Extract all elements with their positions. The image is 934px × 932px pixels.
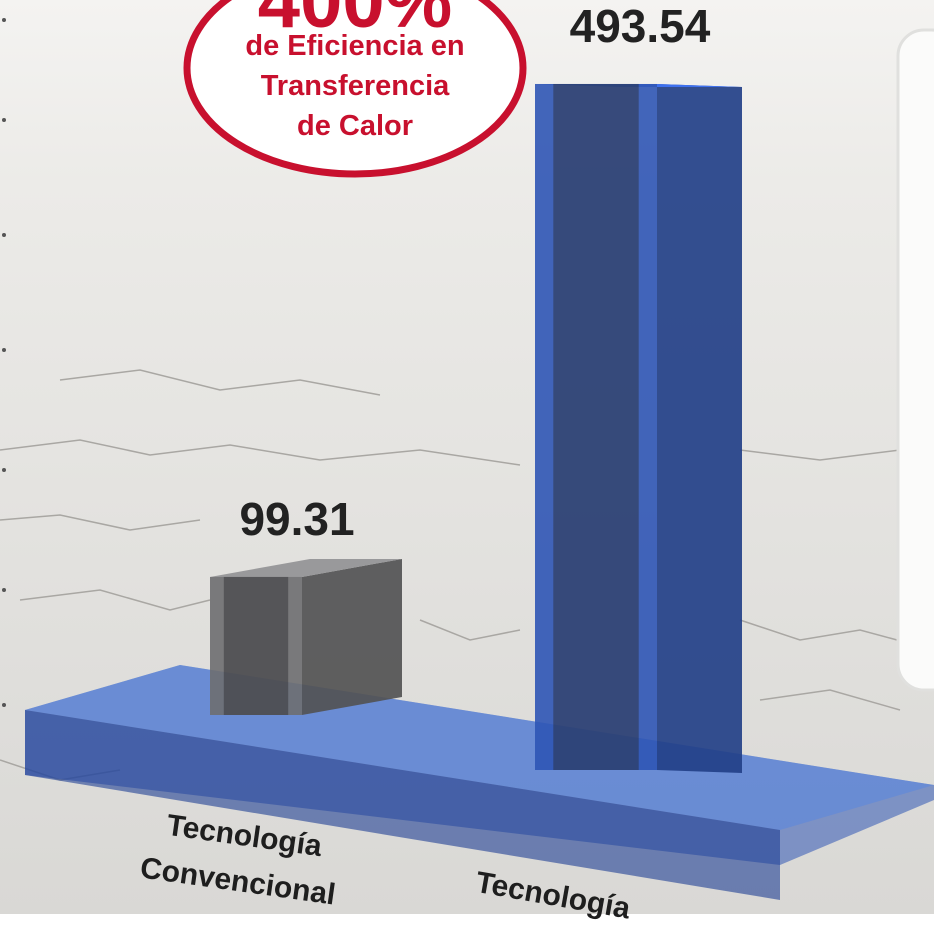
page: 99.31493.54 400% de Eficiencia en Transf… (0, 0, 934, 914)
value-label: 493.54 (570, 0, 711, 52)
bar (535, 84, 742, 773)
bar-shine (553, 84, 638, 770)
badge-text: de Eficiencia en Transferencia de Calor (215, 26, 495, 146)
side-panel (898, 30, 934, 690)
bar-side (657, 84, 742, 773)
bar-side (302, 559, 402, 715)
bar-shine (224, 577, 288, 715)
value-label: 99.31 (239, 493, 354, 545)
bar (210, 559, 402, 715)
